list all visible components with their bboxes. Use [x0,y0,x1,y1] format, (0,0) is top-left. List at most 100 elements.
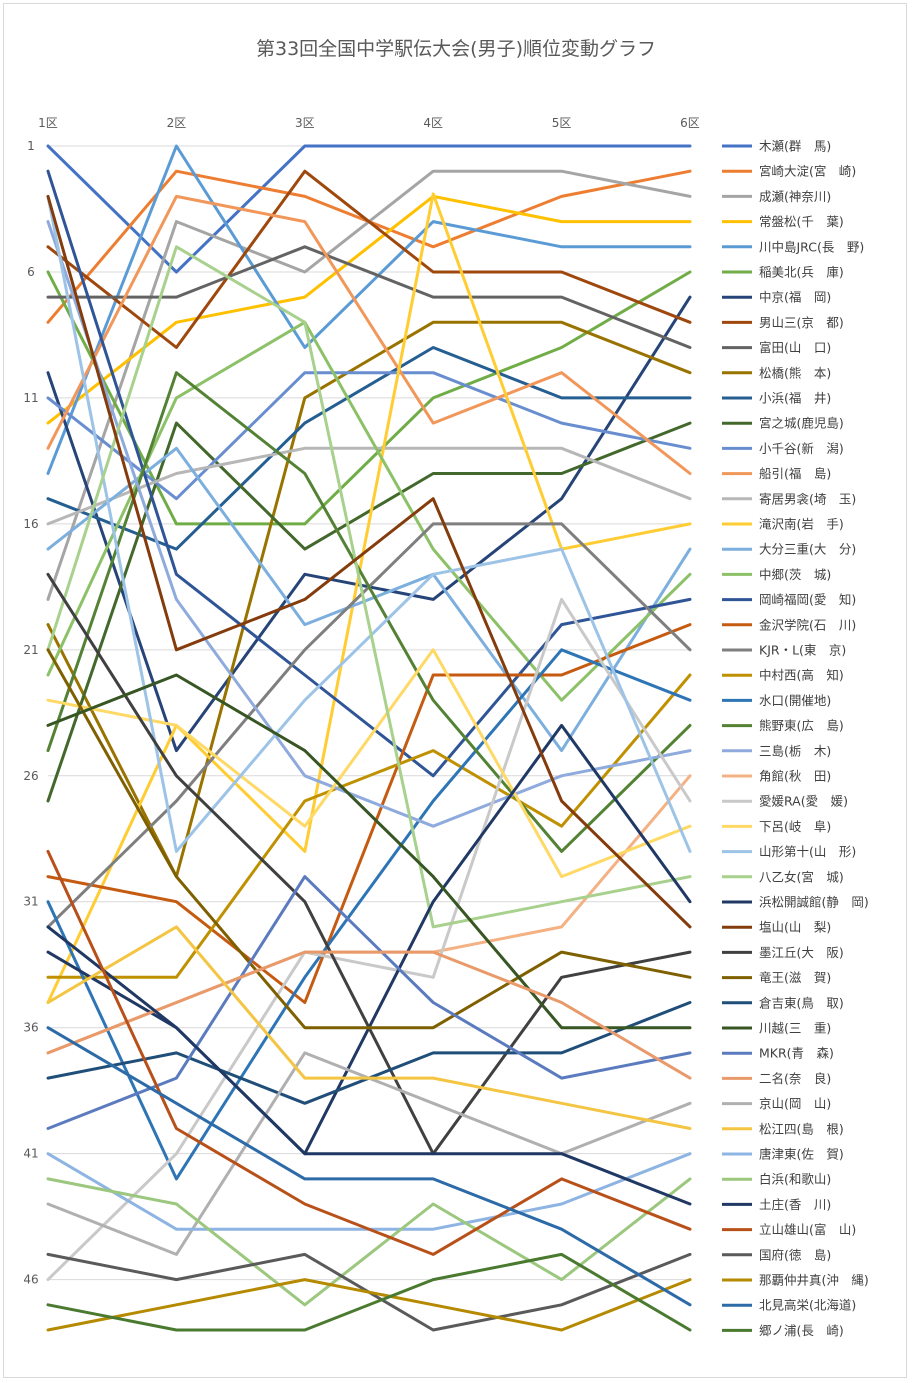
series-line [46,194,692,475]
legend-label: MKR(青 森) [759,1046,834,1061]
legend-item: 中村西(高 知) [722,668,844,683]
legend-item: 稲美北(兵 庫) [722,265,844,280]
legend-item: 中京(福 岡) [722,290,831,305]
y-tick-label: 46 [23,1273,38,1287]
x-tick-label: 2区 [167,116,187,130]
legend-label: 中村西(高 知) [759,668,844,683]
legend-label: 愛媛RA(愛 媛) [759,794,848,809]
series-line [46,446,692,753]
legend-item: 川越(三 重) [722,1021,831,1036]
legend-label: 水口(開催地) [759,693,831,708]
series-line [46,875,692,1130]
chart-title: 第33回全国中学駅伝大会(男子)順位変動グラフ [255,38,656,60]
legend-label: 二名(奈 良) [759,1071,831,1086]
legend-item: 松江四(島 根) [722,1121,844,1136]
series-line [46,1026,692,1307]
legend-item: 中郷(茨 城) [722,567,831,582]
series-line [46,925,692,1130]
legend-item: 富田(山 口) [722,340,831,355]
legend-label: 中郷(茨 城) [759,567,831,582]
legend-item: 愛媛RA(愛 媛) [722,794,848,809]
legend-label: 山形第十(山 形) [759,844,856,859]
legend-item: 北見高栄(北海道) [722,1298,856,1313]
legend-item: 山形第十(山 形) [722,844,856,859]
legend-item: 木瀬(群 馬) [722,139,831,154]
legend-item: 倉吉東(鳥 取) [722,995,844,1010]
series-line [46,597,692,1282]
series-line [46,1252,692,1332]
series-line [46,194,692,425]
legend-item: 宮崎大淀(宮 崎) [722,164,856,179]
legend-label: 中京(福 岡) [759,290,831,305]
legend-label: 岡崎福岡(愛 知) [759,592,856,607]
legend-item: 浜松開誠館(静 岡) [722,895,869,910]
legend-label: 白浜(和歌山) [759,1172,831,1187]
series-line [46,144,692,274]
legend-label: 国府(徳 島) [759,1247,831,1262]
legend-item: 大分三重(大 分) [722,542,856,557]
legend-label: 那覇仲井真(沖 縄) [759,1273,869,1288]
legend-item: 土庄(香 川) [722,1197,831,1212]
legend-item: KJR・L(東 京) [722,643,846,658]
legend-item: 男山三(京 都) [722,315,844,330]
legend-item: 塩山(山 梨) [722,920,831,935]
legend-item: 那覇仲井真(沖 縄) [722,1273,869,1288]
series-line [46,320,692,702]
series-line [46,169,692,778]
legend-label: 竜王(滋 賀) [759,970,831,985]
series-line [46,648,692,879]
legend-label: 立山雄山(富 山) [759,1222,856,1237]
series-line [46,245,692,349]
legend-item: 小千谷(新 潟) [722,441,844,456]
legend-label: 八乙女(宮 城) [759,869,844,884]
series-line [46,446,692,526]
legend-label: 富田(山 口) [759,340,831,355]
legend-label: 大分三重(大 分) [759,542,856,557]
y-tick-label: 31 [23,895,38,909]
legend-label: 滝沢南(岩 手) [759,517,844,532]
legend-label: 倉吉東(鳥 取) [759,995,844,1010]
legend-label: 北見高栄(北海道) [759,1298,856,1313]
legend-item: 宮之城(鹿児島) [722,416,844,431]
series-line [46,421,692,803]
series-line [46,245,692,929]
legend-item: 小浜(福 井) [722,391,831,406]
legend-label: 京山(岡 山) [759,1096,831,1111]
x-tick-label: 3区 [295,116,315,130]
series-line [46,169,692,349]
y-tick-label: 21 [23,643,38,657]
legend-label: 熊野東(広 島) [759,718,844,733]
x-tick-label: 1区 [38,116,58,130]
series-line [46,371,692,853]
legend-item: 唐津東(佐 賀) [722,1147,844,1162]
legend-label: 下呂(岐 阜) [759,819,831,834]
legend-item: 二名(奈 良) [722,1071,831,1086]
legend-label: 唐津東(佐 賀) [759,1147,844,1162]
legend-label: 郷ノ浦(長 崎) [759,1323,844,1338]
legend-item: 白浜(和歌山) [722,1172,831,1187]
legend-label: 川越(三 重) [759,1021,831,1036]
y-tick-label: 41 [23,1147,38,1161]
y-tick-label: 6 [27,265,35,279]
series-line [46,925,692,1206]
legend-label: 松橋(熊 本) [759,365,831,380]
legend-label: 松江四(島 根) [759,1121,844,1136]
chart-frame [3,3,907,1378]
legend-label: 成瀬(神奈川) [759,189,831,204]
y-tick-label: 36 [23,1021,38,1035]
series-line [46,1278,692,1332]
legend-label: 塩山(山 梨) [759,920,831,935]
x-tick-label: 6区 [680,116,700,130]
x-tick-label: 5区 [552,116,572,130]
legend-item: 八乙女(宮 城) [722,869,844,884]
y-tick-label: 11 [23,391,38,405]
legend-item: 立山雄山(富 山) [722,1222,856,1237]
series-line [46,194,692,929]
legend-item: 川中島JRC(長 野) [722,239,864,254]
legend-label: 男山三(京 都) [759,315,844,330]
legend-item: 水口(開催地) [722,693,831,708]
legend-item: 成瀬(神奈川) [722,189,831,204]
x-tick-label: 4区 [423,116,443,130]
series-line [46,1177,692,1307]
legend-item: 国府(徳 島) [722,1247,831,1262]
